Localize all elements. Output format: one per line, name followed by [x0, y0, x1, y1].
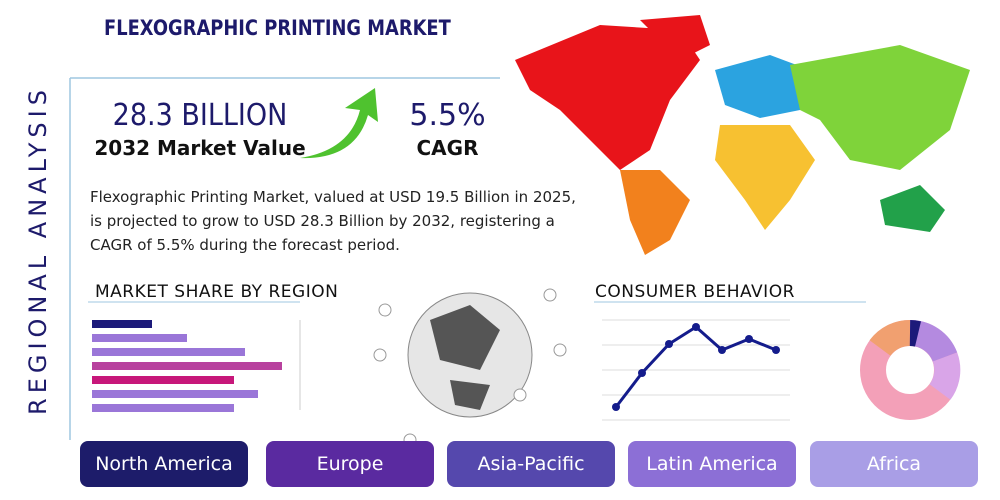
section-title: MARKET SHARE BY REGION	[95, 282, 339, 302]
stat-value: 5.5%	[409, 98, 486, 133]
region-button[interactable]: Latin America	[628, 441, 796, 487]
stat-value: 28.3 BILLION	[112, 98, 288, 133]
region-button[interactable]: Europe	[266, 441, 434, 487]
region-button[interactable]: Asia-Pacific	[447, 441, 615, 487]
description: Flexographic Printing Market, valued at …	[90, 188, 576, 254]
region-button[interactable]: Africa	[810, 441, 978, 487]
title: FLEXOGRAPHIC PRINTING MARKET	[104, 16, 451, 40]
region-button[interactable]: North America	[80, 441, 248, 487]
stat-label: CAGR	[416, 136, 479, 160]
side-label: REGIONAL ANALYSIS	[24, 85, 52, 415]
stat-label: 2032 Market Value	[94, 136, 306, 160]
section-title: CONSUMER BEHAVIOR	[595, 282, 795, 302]
